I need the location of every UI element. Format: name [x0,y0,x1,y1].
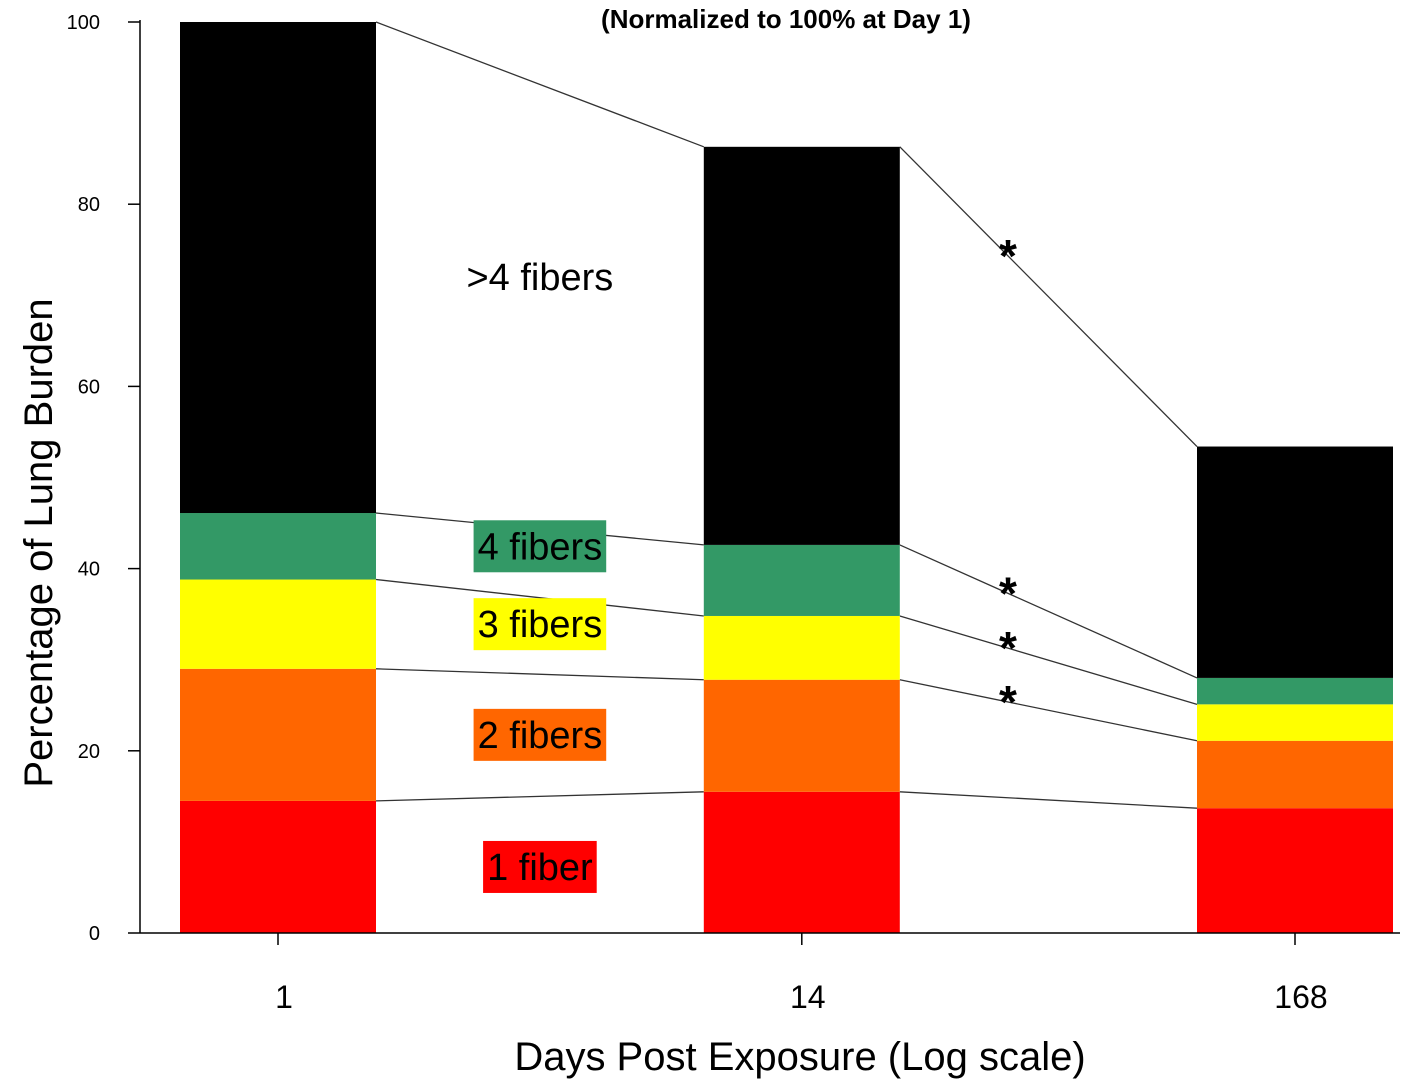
bar-segment [1197,740,1393,809]
x-tick-label: 168 [1274,979,1327,1015]
significance-star: * [999,622,1017,674]
series-labels: 1 fiber 2 fibers 3 fibers 4 fibers >4 fibers [466,257,613,893]
connector-line [375,791,704,802]
y-axis-title: Percentage of Lung Burden [17,298,61,787]
series-label-box [473,520,607,573]
series-label-group: >4 fibers [466,257,613,299]
x-tick-label: 14 [790,979,826,1015]
axes: 0 20 40 60 80 100 1 14 168 [67,12,1400,1015]
significance-star: * [999,567,1017,619]
series-label-group: 1 fiber [483,840,597,893]
y-tick-label: 20 [78,741,100,763]
bar-segment [703,146,900,545]
series-label: 1 fiber [487,847,593,889]
bar-segment [1197,677,1393,705]
bar-segment [1197,704,1393,741]
bar-segment [180,513,376,580]
bar-segment [1197,808,1393,933]
connector-line [375,578,704,617]
bar-segment [180,579,376,669]
bar-segment [180,800,376,933]
chart-subtitle: (Normalized to 100% at Day 1) [601,4,971,34]
connector-line [899,791,1198,809]
significance-star: * [999,676,1017,728]
bar-segment [703,679,900,792]
series-label: >4 fibers [466,257,613,299]
y-tick-label: 80 [78,194,100,216]
connector-line [375,668,704,681]
connector-lines [375,21,1198,809]
series-label-box [483,840,597,893]
y-tick-label: 40 [78,559,100,581]
connector-line [375,21,705,148]
connector-line [899,146,1198,447]
y-tick-label: 0 [89,923,100,945]
series-label: 3 fibers [478,604,603,646]
series-label-group: 2 fibers [473,708,607,761]
bar-segment [703,615,900,680]
series-label-box [473,598,607,651]
connector-line [899,615,1198,705]
significance-markers: **** [999,230,1017,728]
bar-segment [180,22,376,514]
series-label: 4 fibers [478,526,603,568]
series-label-group: 4 fibers [473,520,607,573]
y-tick-label: 100 [67,12,100,34]
series-label-group: 3 fibers [473,598,607,651]
significance-star: * [999,230,1017,282]
x-axis-title: Days Post Exposure (Log scale) [514,1035,1085,1079]
bar-segment [180,668,376,801]
bars [180,22,1393,933]
connector-line [899,679,1198,742]
series-label: 2 fibers [478,715,603,757]
series-label-box [473,708,607,761]
bar-segment [1197,446,1393,678]
y-tick-label: 60 [78,376,100,398]
connector-line [899,544,1198,679]
bar-segment [703,791,900,933]
bar-segment [703,544,900,616]
x-tick-label: 1 [275,979,293,1015]
